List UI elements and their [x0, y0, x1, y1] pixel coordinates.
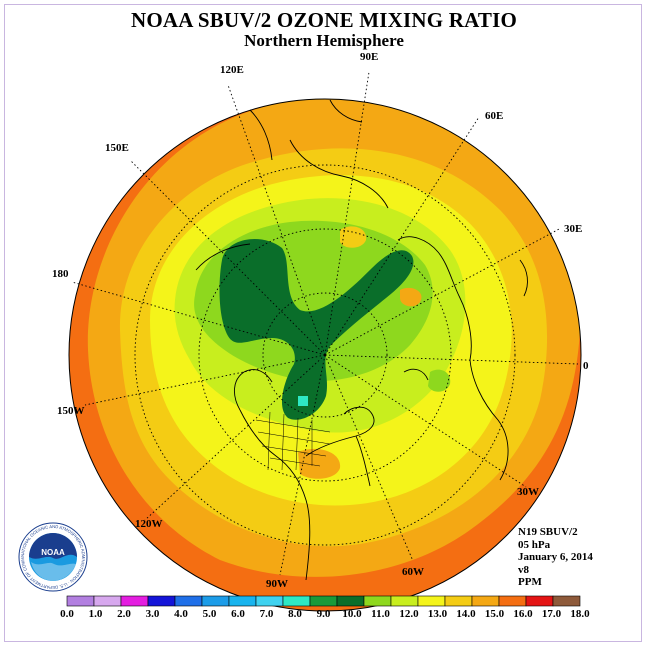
colorbar-tick-label: 18.0 — [570, 608, 590, 620]
colorbar-swatch — [363, 595, 392, 607]
pressure-level-label: 05 hPa — [518, 538, 551, 551]
date-label: January 6, 2014 — [518, 551, 593, 563]
figure-frame — [4, 4, 642, 642]
logo-text: NOAA — [41, 548, 65, 557]
colorbar-tick-label: 6.0 — [231, 608, 245, 620]
colorbar-swatch — [417, 595, 446, 607]
band-7-8 — [298, 396, 308, 406]
colorbar-swatch — [444, 595, 473, 607]
colorbar-swatch — [525, 595, 554, 607]
colorbar-swatch — [552, 595, 581, 607]
colorbar-swatch — [309, 595, 338, 607]
lon-label-90e: 90E — [360, 51, 379, 63]
lon-label-60w: 60W — [402, 566, 424, 578]
lon-label-150w: 150W — [57, 405, 85, 417]
colorbar-tick-label: 9.0 — [316, 608, 331, 620]
colorbar-swatch — [120, 595, 149, 607]
colorbar-tick-label: 2.0 — [117, 608, 131, 620]
graticule — [71, 71, 579, 576]
lon-label-120e: 120E — [220, 64, 244, 76]
hemisphere-outline — [68, 98, 582, 612]
colorbar-swatch — [93, 595, 122, 607]
coastlines — [195, 99, 528, 581]
colorbar-swatch — [147, 595, 176, 607]
colorbar-tick-label: 10.0 — [342, 608, 362, 620]
map-subtitle: Northern Hemisphere — [244, 31, 404, 50]
colorbar-tick-label: 15.0 — [484, 608, 505, 620]
colorbar-swatch — [390, 595, 419, 607]
lon-label-150e: 150E — [105, 142, 129, 154]
band-10-11-patch — [428, 369, 451, 392]
lon-label-60e: 60E — [485, 110, 504, 122]
colorbar-tick-label: 8.0 — [288, 608, 302, 620]
colorbar-tick-label: 16.0 — [513, 608, 533, 620]
us-state-borders — [255, 411, 331, 471]
lon-label-90w: 90W — [266, 578, 288, 590]
lon-label-180: 180 — [52, 268, 69, 280]
lon-label-30w: 30W — [517, 486, 539, 498]
lon-label-30e: 30E — [564, 223, 583, 235]
colorbar-swatch — [498, 595, 527, 607]
product-info: N19 SBUV/2 05 hPa January 6, 2014 v8 PPM — [518, 526, 593, 589]
colorbar-swatch — [66, 595, 95, 607]
units-label: PPM — [518, 576, 542, 588]
lon-label-120w: 120W — [135, 518, 163, 530]
band-14-15-patch — [400, 287, 422, 307]
noaa-logo: NATIONAL OCEANIC AND ATMOSPHERIC ADMINIS… — [18, 522, 88, 592]
ozone-field — [69, 99, 581, 611]
colorbar-tick-label: 0.0 — [60, 608, 74, 620]
colorbar-tick-label: 11.0 — [371, 608, 390, 620]
band-9-10 — [219, 238, 414, 420]
colorbar-tick-label: 1.0 — [88, 608, 103, 620]
colorbar-tick-label: 17.0 — [541, 608, 562, 620]
colorbar-tick-label: 14.0 — [456, 608, 476, 620]
colorbar-tick-label: 5.0 — [202, 608, 217, 620]
colorbar-swatch — [228, 595, 257, 607]
colorbar-swatch — [282, 595, 311, 607]
colorbar-swatch — [201, 595, 230, 607]
band-14-15-patch-2 — [298, 448, 341, 479]
colorbar-swatch — [336, 595, 365, 607]
colorbar-tick-label: 13.0 — [427, 608, 448, 620]
lon-label-0: 0 — [583, 360, 589, 372]
colorbar-tick-label: 7.0 — [259, 608, 274, 620]
map-title: NOAA SBUV/2 OZONE MIXING RATIO — [131, 8, 517, 32]
colorbar-swatch — [255, 595, 284, 607]
colorbar — [66, 595, 581, 607]
colorbar-tick-label: 12.0 — [399, 608, 419, 620]
colorbar-swatch — [174, 595, 203, 607]
colorbar-tick-label: 3.0 — [145, 608, 160, 620]
version-label: v8 — [518, 563, 529, 576]
band-13-14-patch — [340, 226, 367, 248]
colorbar-swatch — [471, 595, 500, 607]
instrument-label: N19 SBUV/2 — [518, 526, 578, 538]
colorbar-tick-label: 4.0 — [174, 608, 188, 620]
